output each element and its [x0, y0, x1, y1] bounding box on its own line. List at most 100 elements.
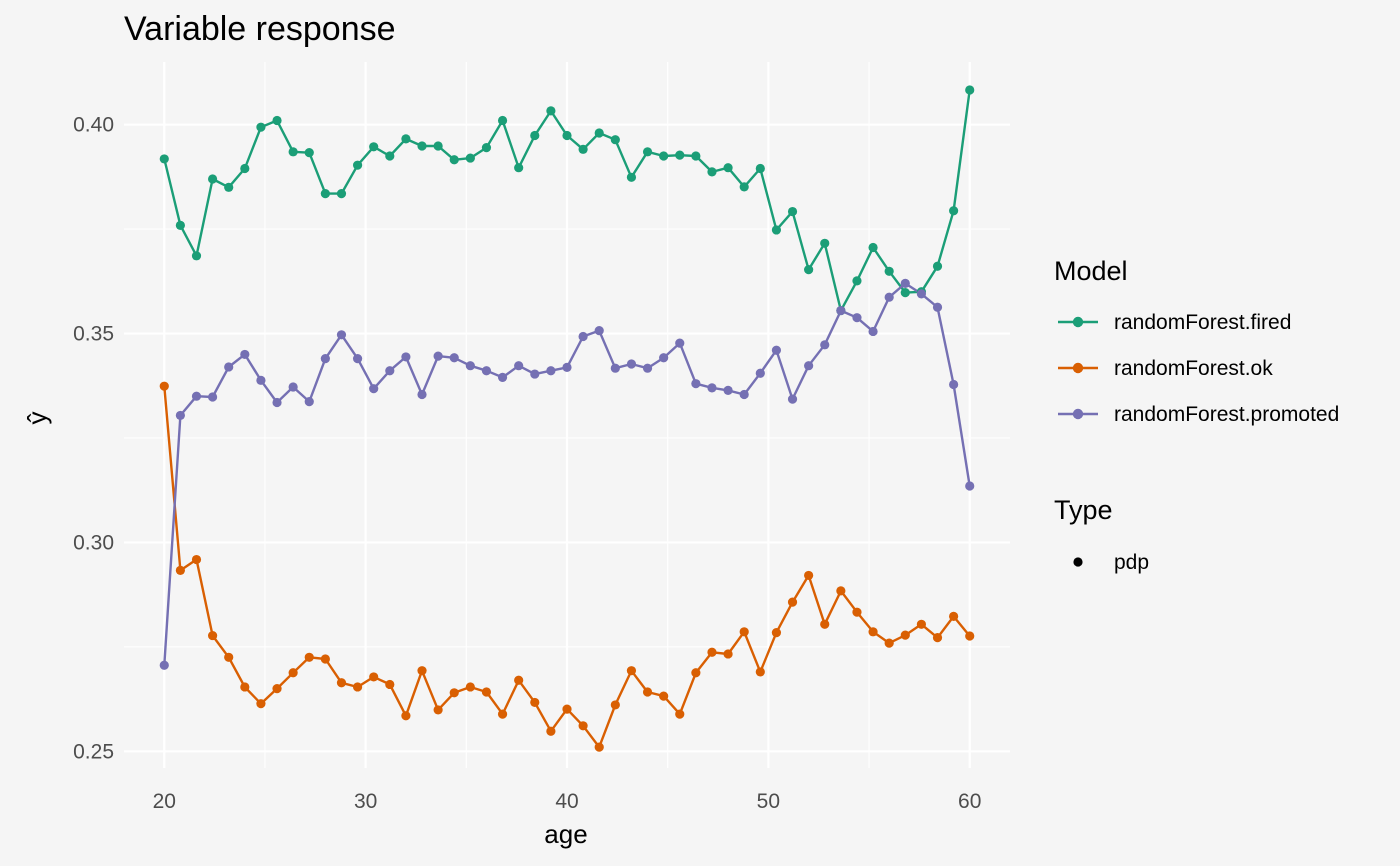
data-point-randomForest.fired: [594, 128, 604, 138]
data-point-randomForest.ok: [787, 597, 798, 607]
data-point-randomForest.promoted: [884, 292, 894, 302]
legend-type-title: Type: [1054, 495, 1113, 525]
data-point-randomForest.ok: [497, 709, 508, 719]
data-point-randomForest.fired: [385, 151, 395, 161]
legend-model-title: Model: [1054, 256, 1128, 286]
data-point-randomForest.ok: [385, 679, 395, 690]
legend-key-point: [1072, 316, 1084, 328]
data-point-randomForest.ok: [916, 619, 927, 629]
data-point-randomForest.fired: [481, 143, 492, 153]
legend-label: randomForest.ok: [1114, 357, 1273, 380]
data-point-randomForest.fired: [288, 147, 298, 157]
x-axis-ticks: 20 30 40 50 60: [153, 790, 982, 813]
data-point-randomForest.ok: [610, 700, 620, 710]
data-point-randomForest.ok: [642, 687, 653, 697]
data-point-randomForest.promoted: [417, 389, 427, 400]
data-point-randomForest.ok: [852, 607, 862, 617]
data-point-randomForest.promoted: [836, 305, 846, 316]
data-point-randomForest.ok: [175, 565, 185, 576]
data-point-randomForest.fired: [771, 225, 782, 235]
legend-label: randomForest.fired: [1114, 311, 1291, 334]
data-point-randomForest.promoted: [949, 379, 959, 390]
data-point-randomForest.fired: [304, 148, 314, 158]
legend-label: randomForest.promoted: [1114, 403, 1339, 426]
data-point-randomForest.ok: [723, 649, 733, 659]
data-point-randomForest.ok: [224, 652, 234, 662]
data-point-randomForest.fired: [932, 261, 943, 271]
data-point-randomForest.promoted: [675, 338, 685, 348]
data-point-randomForest.promoted: [336, 330, 347, 340]
data-point-randomForest.ok: [804, 570, 814, 581]
data-point-randomForest.ok: [562, 704, 572, 714]
data-point-randomForest.promoted: [465, 361, 475, 371]
data-point-randomForest.ok: [159, 381, 169, 391]
data-point-randomForest.promoted: [820, 340, 830, 350]
data-point-randomForest.promoted: [514, 361, 524, 371]
x-tick-label: 60: [958, 790, 981, 813]
data-point-randomForest.promoted: [691, 379, 701, 389]
data-point-randomForest.promoted: [433, 351, 443, 361]
data-point-randomForest.fired: [578, 144, 588, 154]
data-point-randomForest.ok: [820, 619, 830, 629]
data-point-randomForest.fired: [336, 188, 347, 199]
data-point-randomForest.promoted: [562, 362, 572, 372]
data-point-randomForest.ok: [288, 668, 298, 678]
data-point-randomForest.promoted: [240, 349, 250, 360]
data-point-randomForest.ok: [771, 628, 782, 638]
data-point-randomForest.fired: [272, 115, 282, 126]
data-point-randomForest.promoted: [659, 353, 669, 363]
data-point-randomForest.ok: [755, 667, 765, 677]
data-point-randomForest.ok: [401, 711, 411, 721]
data-point-randomForest.fired: [191, 251, 202, 261]
data-point-randomForest.fired: [546, 106, 556, 116]
data-point-randomForest.promoted: [224, 362, 234, 372]
data-point-randomForest.ok: [369, 672, 379, 682]
y-axis-ticks: 0.25 0.30 0.35 0.40: [73, 114, 114, 764]
data-point-randomForest.fired: [175, 220, 185, 230]
data-point-randomForest.fired: [739, 182, 749, 192]
legend-model-items: randomForest.fired randomForest.ok randomF…: [1058, 311, 1339, 426]
data-point-randomForest.promoted: [304, 397, 314, 407]
data-point-randomForest.fired: [675, 150, 685, 160]
data-point-randomForest.promoted: [385, 366, 395, 376]
data-point-randomForest.fired: [626, 172, 637, 182]
y-tick-label: 0.35: [73, 323, 114, 346]
data-point-randomForest.ok: [417, 666, 427, 676]
data-point-randomForest.promoted: [965, 481, 975, 491]
legend-type-label: pdp: [1114, 551, 1149, 574]
data-point-randomForest.promoted: [369, 384, 379, 394]
data-point-randomForest.promoted: [626, 359, 637, 369]
data-point-randomForest.fired: [723, 163, 733, 173]
data-point-randomForest.fired: [755, 163, 765, 174]
data-point-randomForest.ok: [465, 682, 475, 692]
chart-title: Variable response: [124, 10, 396, 48]
data-point-randomForest.promoted: [755, 368, 765, 378]
data-point-randomForest.ok: [659, 691, 669, 701]
data-point-randomForest.ok: [594, 742, 604, 752]
data-point-randomForest.promoted: [449, 353, 459, 363]
data-point-randomForest.promoted: [868, 326, 878, 337]
data-point-randomForest.ok: [191, 554, 202, 565]
data-point-randomForest.fired: [417, 141, 427, 151]
gridlines: [124, 62, 1010, 768]
data-point-randomForest.promoted: [723, 385, 733, 395]
data-point-randomForest.fired: [852, 276, 862, 286]
data-point-randomForest.ok: [208, 630, 218, 641]
data-point-randomForest.fired: [707, 167, 717, 177]
data-point-randomForest.ok: [272, 684, 282, 694]
data-point-randomForest.fired: [610, 135, 620, 145]
data-point-randomForest.ok: [304, 652, 314, 662]
data-point-randomForest.promoted: [916, 289, 927, 299]
data-point-randomForest.ok: [320, 654, 330, 664]
data-point-randomForest.fired: [820, 238, 830, 248]
data-point-randomForest.promoted: [642, 363, 653, 373]
data-point-randomForest.promoted: [852, 313, 862, 323]
data-point-randomForest.promoted: [288, 382, 298, 392]
data-point-randomForest.promoted: [610, 363, 620, 373]
data-point-randomForest.promoted: [594, 326, 604, 336]
data-point-randomForest.promoted: [272, 397, 282, 408]
data-point-randomForest.ok: [836, 586, 846, 596]
data-point-randomForest.ok: [949, 611, 959, 621]
y-axis-title: ŷ: [22, 412, 52, 425]
